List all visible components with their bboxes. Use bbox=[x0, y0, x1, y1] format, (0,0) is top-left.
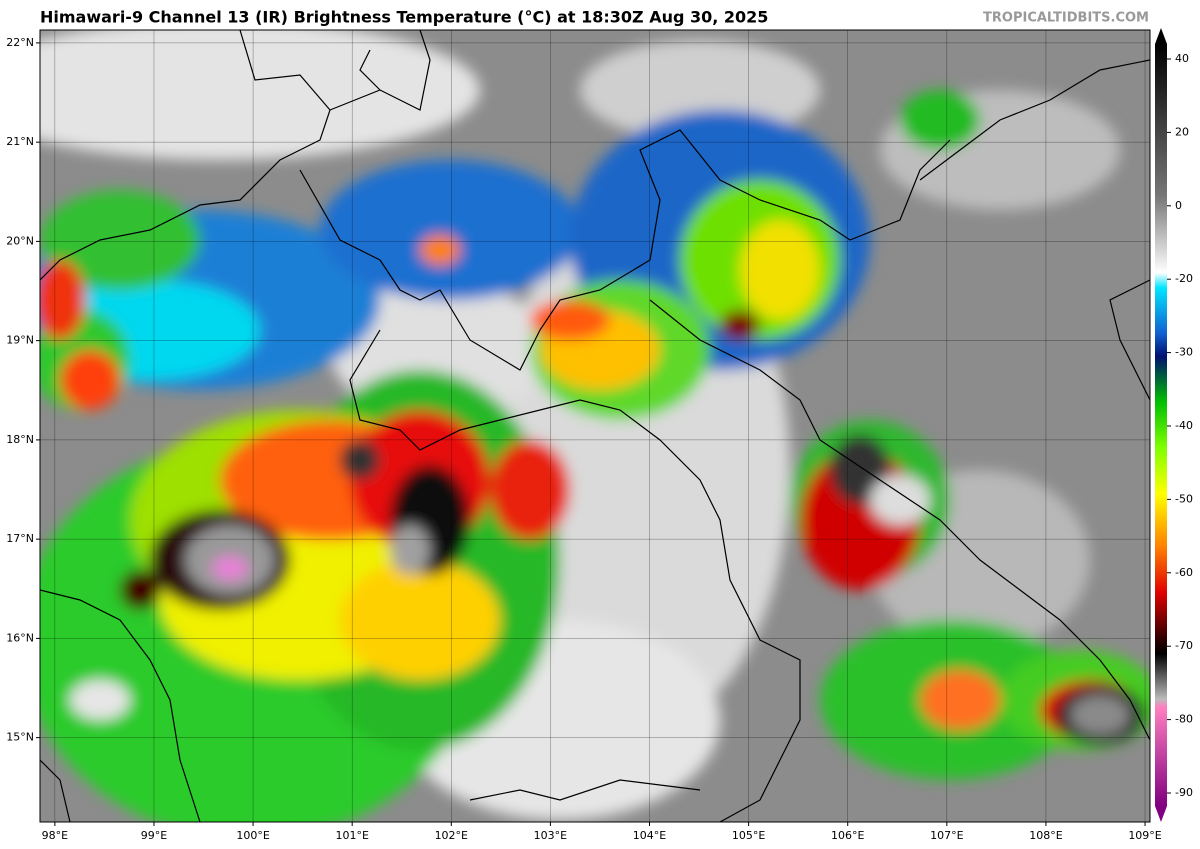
colorbar-label: 0 bbox=[1175, 199, 1182, 212]
colorbar-label: -90 bbox=[1175, 786, 1193, 799]
lon-label: 102°E bbox=[435, 829, 468, 842]
colorbar-label: -50 bbox=[1175, 492, 1193, 505]
cloud-blob bbox=[340, 440, 380, 480]
lat-label: 15°N bbox=[6, 731, 34, 744]
colorbar-label: -80 bbox=[1175, 713, 1193, 726]
lon-label: 105°E bbox=[732, 829, 765, 842]
colorbar bbox=[1155, 28, 1167, 822]
map-frame bbox=[39, 29, 1151, 823]
lat-label: 17°N bbox=[6, 532, 34, 545]
lon-label: 107°E bbox=[930, 829, 963, 842]
lon-label: 98°E bbox=[42, 829, 68, 842]
cloud-blob bbox=[720, 310, 760, 340]
colorbar-label: -20 bbox=[1175, 272, 1193, 285]
cloud-blob bbox=[1070, 695, 1130, 735]
cloud-blob bbox=[40, 30, 480, 160]
lat-label: 21°N bbox=[6, 135, 34, 148]
cloud-blob bbox=[390, 525, 430, 575]
colorbar-label: -70 bbox=[1175, 639, 1193, 652]
lon-label: 108°E bbox=[1029, 829, 1062, 842]
cloud-blob bbox=[900, 90, 980, 150]
credit: TROPICALTIDBITS.COM bbox=[983, 11, 1149, 26]
lon-label: 103°E bbox=[534, 829, 567, 842]
cloud-blob bbox=[40, 260, 85, 340]
colorbar-label: 40 bbox=[1175, 52, 1189, 65]
cloud-blob bbox=[740, 220, 820, 320]
colorbar-label: -30 bbox=[1175, 346, 1193, 359]
lat-label: 20°N bbox=[6, 234, 34, 247]
cloud-blob bbox=[40, 190, 200, 290]
lon-label: 99°E bbox=[141, 829, 167, 842]
lon-label: 104°E bbox=[633, 829, 666, 842]
cloud-blob bbox=[920, 670, 1000, 730]
title: Himawari-9 Channel 13 (IR) Brightness Te… bbox=[40, 8, 768, 27]
colorbar-ramp bbox=[1155, 44, 1167, 806]
colorbar-label: -60 bbox=[1175, 566, 1193, 579]
lat-label: 16°N bbox=[6, 631, 34, 644]
lat-label: 22°N bbox=[6, 36, 34, 49]
lat-label: 18°N bbox=[6, 433, 34, 446]
cloud-blob bbox=[212, 556, 248, 580]
lon-label: 100°E bbox=[236, 829, 269, 842]
lon-label: 109°E bbox=[1128, 829, 1161, 842]
cloud-blob bbox=[340, 560, 500, 680]
satellite-image bbox=[40, 30, 1150, 822]
lon-label: 106°E bbox=[831, 829, 864, 842]
lat-label: 19°N bbox=[6, 334, 34, 347]
cloud-blob bbox=[120, 570, 160, 610]
colorbar-label: -40 bbox=[1175, 419, 1193, 432]
borders bbox=[40, 30, 1150, 822]
cloud-blob bbox=[530, 300, 610, 340]
cloud-blob bbox=[60, 350, 120, 410]
cloud-blob bbox=[870, 475, 930, 525]
lon-label: 101°E bbox=[335, 829, 368, 842]
colorbar-label: 20 bbox=[1175, 125, 1189, 138]
cloud-blob bbox=[320, 160, 580, 300]
cloud-blob bbox=[70, 680, 130, 720]
cloud-blob bbox=[420, 235, 460, 265]
cloud-blob bbox=[490, 440, 570, 540]
